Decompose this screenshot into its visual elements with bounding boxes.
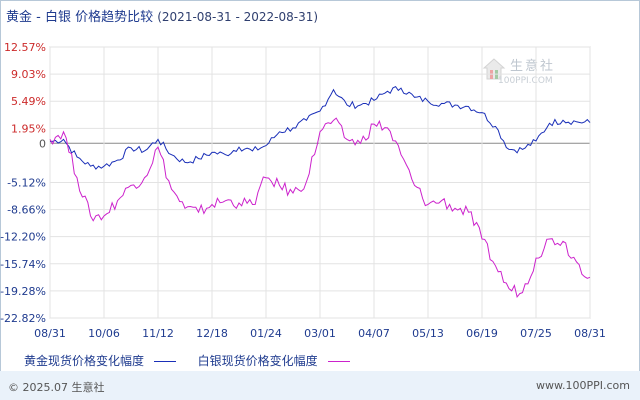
- x-tick-label: 01/24: [250, 327, 282, 340]
- x-tick-label: 08/31: [34, 327, 66, 340]
- y-tick-label: 9.03%: [11, 68, 46, 81]
- chart-title-range: (2021-08-31 - 2022-08-31): [157, 10, 319, 24]
- silver-series-line: [49, 117, 591, 298]
- legend-silver-label: 白银现货价格变化幅度: [197, 354, 318, 368]
- y-tick-label: 0: [39, 137, 46, 150]
- y-tick-label: -22.82%: [0, 312, 46, 325]
- y-tick-label: 1.95%: [11, 122, 46, 135]
- legend-gold-label: 黄金现货价格变化幅度: [24, 354, 145, 368]
- x-tick-label: 07/25: [520, 327, 552, 340]
- chart-title: 黄金 - 白银 价格趋势比较 (2021-08-31 - 2022-08-31): [6, 6, 318, 25]
- y-tick-label: 12.57%: [4, 41, 46, 54]
- legend-silver-swatch: [327, 361, 350, 362]
- y-tick-label: -15.74%: [0, 258, 46, 271]
- x-tick-label: 05/13: [412, 327, 444, 340]
- y-tick-label: -19.28%: [0, 285, 46, 298]
- watermark-name: 生意社: [510, 59, 556, 74]
- x-tick-label: 03/01: [304, 327, 336, 340]
- gold-series-line: [49, 85, 591, 170]
- legend-gold-swatch: [153, 361, 176, 362]
- x-tick-label: 12/18: [196, 327, 228, 340]
- x-tick-label: 06/19: [466, 327, 498, 340]
- y-tick-label: -5.12%: [7, 176, 46, 189]
- y-tick-label: -12.20%: [0, 231, 46, 244]
- x-tick-label: 08/31: [574, 327, 606, 340]
- watermark-url: 100PPI.COM: [498, 76, 553, 86]
- x-tick-label: 10/06: [88, 327, 120, 340]
- y-tick-label: 5.49%: [11, 95, 46, 108]
- footer-site-link[interactable]: www.100PPI.com: [536, 379, 630, 392]
- footer-copyright: © 2025.07 生意社: [8, 381, 105, 394]
- x-tick-label: 04/07: [358, 327, 390, 340]
- chart-title-main: 黄金 - 白银 价格趋势比较: [6, 10, 154, 25]
- footer: © 2025.07 生意社 www.100PPI.com: [0, 371, 640, 400]
- y-tick-label: -8.66%: [7, 204, 46, 217]
- legend: 黄金现货价格变化幅度 白银现货价格变化幅度: [24, 352, 354, 369]
- x-tick-label: 11/12: [142, 327, 174, 340]
